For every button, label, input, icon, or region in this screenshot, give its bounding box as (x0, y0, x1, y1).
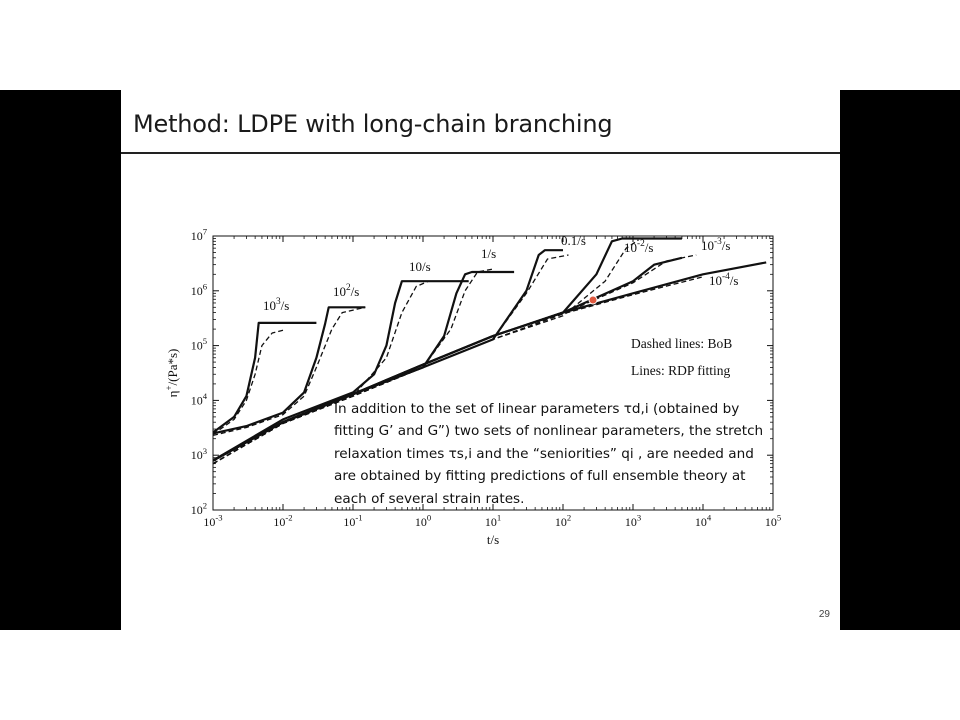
rate-label-2: 10/s (409, 259, 431, 274)
x-tick-label: 10-2 (273, 513, 292, 529)
rate-label-1: 102/s (333, 283, 359, 299)
series-bob-0 (212, 329, 284, 435)
chart-series (212, 237, 767, 465)
y-tick-label: 102 (191, 501, 207, 517)
x-tick-label: 102 (555, 513, 571, 529)
chart-ticks: 10-3 10-2 10-1 100 101 102 103 104 105 102 103 104 1… (191, 227, 781, 529)
y-tick-label: 107 (191, 227, 208, 243)
chart-labels: t/s η+/(Pa*s) Dashed lines: BoB Lines: RDP … (164, 233, 738, 547)
series-rdp-7 (212, 261, 767, 462)
chart-svg: 10-3 10-2 10-1 100 101 102 103 104 105 102 103 104 1… (164, 227, 781, 547)
slide-title: Method: LDPE with long-chain branching (133, 110, 613, 138)
x-tick-label: 104 (695, 513, 712, 529)
y-tick-label: 103 (191, 446, 207, 462)
x-tick-label: 103 (625, 513, 641, 529)
letterbox-left (0, 90, 121, 630)
legend-rdp: Lines: RDP fitting (631, 363, 731, 378)
y-tick-label: 106 (191, 281, 208, 297)
rate-label-5: 10-2/s (624, 239, 653, 255)
x-tick-label: 105 (765, 513, 781, 529)
rate-label-0: 103/s (263, 297, 289, 313)
series-bob-1 (212, 306, 366, 437)
y-tick-label: 105 (191, 336, 207, 352)
slide-note: In addition to the set of linear paramet… (334, 401, 764, 507)
x-tick-label: 101 (485, 513, 501, 529)
rate-label-6: 10-3/s (701, 237, 730, 253)
series-bob-3 (212, 268, 494, 465)
letterbox-right (840, 90, 960, 630)
y-tick-label: 104 (191, 391, 208, 407)
series-bob-7 (212, 276, 704, 465)
slide: Method: LDPE with long-chain branching 1… (121, 90, 840, 630)
rate-label-4: 0.1/s (561, 233, 586, 248)
rate-label-7: 10-4/s (709, 272, 738, 288)
series-rdp-0 (212, 321, 317, 434)
x-tick-label: 10-1 (343, 513, 362, 529)
y-axis-label: η+/(Pa*s) (164, 349, 180, 398)
x-axis-label: t/s (487, 532, 499, 547)
title-rule (121, 152, 840, 154)
pointer-dot (588, 295, 598, 305)
x-tick-label: 100 (415, 513, 431, 529)
series-rdp-1 (212, 306, 366, 435)
x-tick-label: 10-3 (203, 513, 222, 529)
legend-bob: Dashed lines: BoB (631, 336, 732, 351)
page-number: 29 (818, 609, 830, 620)
rate-label-3: 1/s (481, 246, 496, 261)
series-rdp-2 (212, 280, 469, 462)
